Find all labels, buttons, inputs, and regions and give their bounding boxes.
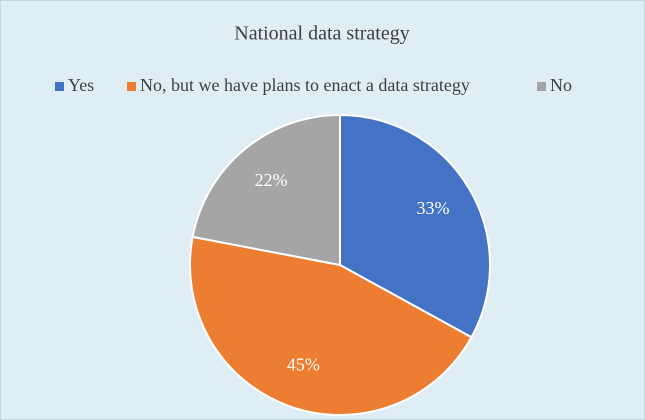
pie-slice xyxy=(189,235,473,416)
data-label: 33% xyxy=(416,198,449,218)
legend-marker xyxy=(55,82,64,91)
legend-label: No, but we have plans to enact a data st… xyxy=(140,75,470,95)
pie-slice xyxy=(191,113,341,267)
pie-slice xyxy=(339,113,491,339)
legend-marker xyxy=(127,82,136,91)
data-label: 22% xyxy=(255,170,288,190)
chart-title: National data strategy xyxy=(234,23,410,45)
data-label: 45% xyxy=(287,355,320,375)
legend-marker xyxy=(537,82,546,91)
legend-label: No xyxy=(550,75,572,95)
legend-label: Yes xyxy=(68,75,94,95)
